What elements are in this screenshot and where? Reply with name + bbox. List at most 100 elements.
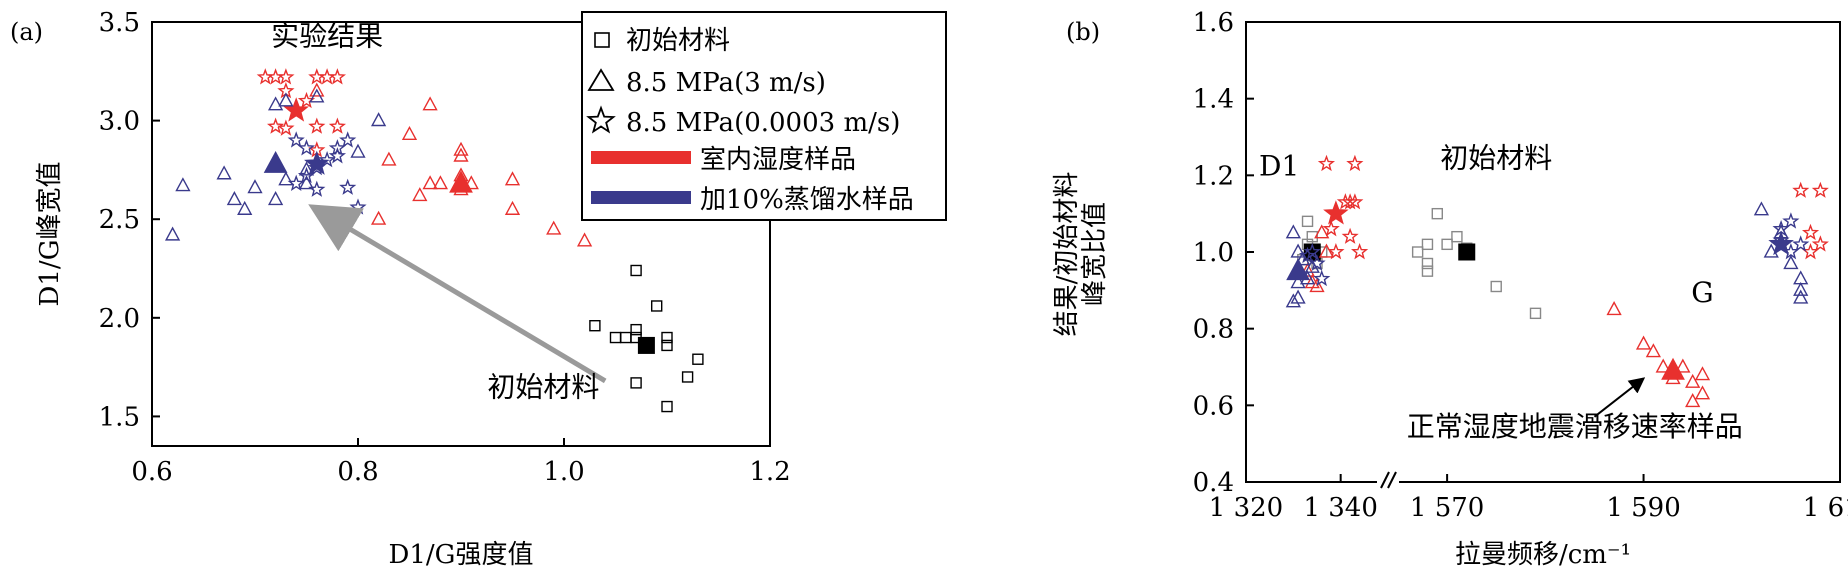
panel-b-data-point xyxy=(1346,154,1364,172)
panel-a-points xyxy=(164,68,704,413)
panel-a-data-point xyxy=(370,210,387,225)
panel-a-data-point xyxy=(247,179,263,194)
panel-b-data-point xyxy=(1301,215,1314,228)
panel-a-data-point xyxy=(630,377,642,389)
panel-b-data-point xyxy=(1792,235,1810,252)
panel-a-ytick-label: 2.5 xyxy=(99,205,140,235)
panel-a-data-point xyxy=(175,177,191,192)
panel-b-data-point xyxy=(1694,385,1711,400)
panel-a-data-point xyxy=(453,147,469,162)
panel-b-mean-point xyxy=(1323,200,1349,225)
legend: 初始材料 8.5 MPa(3 m/s) 8.5 MPa(0.0003 m/s) … xyxy=(581,11,947,221)
panel-b-data-point xyxy=(1309,278,1325,293)
panel-a-data-point xyxy=(237,200,253,215)
panel-a-ytick-label: 1.5 xyxy=(99,402,140,432)
panel-a-data-point xyxy=(412,187,428,202)
panel-b-xtick-label: 1 320 xyxy=(1209,493,1283,523)
panel-b-data-point xyxy=(1792,181,1810,198)
panel-b-data-point xyxy=(1811,235,1829,252)
panel-b-data-point xyxy=(1341,227,1359,244)
axis-break-icon xyxy=(1377,470,1399,490)
panel-a-data-point xyxy=(463,175,479,190)
panel-b-ytick-label: 0.6 xyxy=(1193,391,1234,421)
panel-b-data-point xyxy=(1675,358,1691,373)
panel-b-data-point xyxy=(1304,274,1320,289)
panel-b-mean-point xyxy=(1768,230,1794,256)
panel-b-data-point xyxy=(1350,242,1369,260)
panel-b-data-point xyxy=(1431,207,1443,220)
panel-a-data-point xyxy=(267,191,284,206)
panel-b-label: (b) xyxy=(1066,18,1100,46)
panel-b-data-point xyxy=(1490,280,1502,293)
panel-a-data-point xyxy=(297,166,316,184)
panel-b-data-point xyxy=(1285,224,1301,239)
panel-b-annotation-initial: 初始材料 xyxy=(1440,142,1552,175)
panel-b-data-point xyxy=(1451,230,1463,243)
panel-b-data-point xyxy=(1782,212,1800,229)
panel-b-xlabel: 拉曼频移/cm⁻¹ xyxy=(1455,540,1631,570)
panel-b-data-point xyxy=(1685,373,1701,388)
panel-b-ytick-label: 1.6 xyxy=(1193,8,1234,38)
panel-b-data-point xyxy=(1290,274,1306,289)
panel-a-mean-point xyxy=(304,150,330,175)
legend-blue-bar xyxy=(591,191,691,204)
panel-a-data-point xyxy=(216,165,232,180)
panel-b-data-point xyxy=(1421,257,1434,270)
panel-b-data-point xyxy=(1441,238,1453,251)
panel-a-data-point xyxy=(349,198,367,215)
panel-b-data-point xyxy=(1811,181,1829,198)
panel-a-data-point xyxy=(661,400,673,413)
panel-a-data-point xyxy=(328,68,347,85)
panel-b-data-point xyxy=(1411,246,1424,258)
panel-b-data-point xyxy=(1290,243,1306,258)
legend-square-icon xyxy=(594,32,610,48)
panel-a-data-point xyxy=(298,175,315,190)
legend-red-bar xyxy=(591,151,691,164)
legend-label-slow: 8.5 MPa(0.0003 m/s) xyxy=(626,108,900,138)
panel-b-data-point xyxy=(1346,193,1364,210)
panel-a-mean-point xyxy=(263,150,288,173)
panel-a-data-point xyxy=(277,119,295,136)
panel-b-data-point xyxy=(1635,335,1652,350)
panel-b-data-point xyxy=(1694,366,1711,381)
panel-b-data-point xyxy=(1285,293,1301,308)
panel-a-data-point xyxy=(381,151,397,166)
panel-a-data-point xyxy=(267,96,284,111)
panel-b-data-point xyxy=(1306,230,1318,243)
panel-b-ticks: 1 320 1 340 1 570 1 590 1 610 0.4 0.6 0.8 1.0 1.2… xyxy=(1193,8,1848,523)
panel-a-data-point xyxy=(318,150,336,168)
legend-box xyxy=(581,11,947,221)
panel-a-data-point xyxy=(661,339,673,352)
panel-b-mean-point xyxy=(1661,357,1685,380)
panel-a-data-point xyxy=(308,117,326,134)
panel-a-data-point xyxy=(339,131,357,148)
panel-b-data-point xyxy=(1290,289,1306,304)
panel-a-xlabel: D1/G强度值 xyxy=(389,540,534,570)
panel-b-data-point xyxy=(1313,269,1331,287)
panel-b-ytick-label: 0.4 xyxy=(1193,468,1234,498)
panel-b-data-point xyxy=(1421,265,1434,277)
panel-b-arrow xyxy=(1593,377,1646,418)
panel-b-data-point xyxy=(1801,223,1820,241)
panel-a-data-point xyxy=(589,320,601,332)
panel-a-data-point xyxy=(287,174,305,192)
panel-b-data-point xyxy=(1341,193,1359,210)
panel-a-data-point xyxy=(298,161,315,176)
panel-b-data-point xyxy=(1322,219,1340,237)
panel-b-xtick-label: 1 610 xyxy=(1803,493,1848,523)
legend-label-room: 室内湿度样品 xyxy=(700,145,856,175)
panel-b-data-point xyxy=(1655,358,1671,373)
panel-a-xtick-label: 1.0 xyxy=(543,457,584,487)
panel-a-data-point xyxy=(546,220,562,235)
legend-label-wet: 加10%蒸馏水样品 xyxy=(700,185,914,215)
legend-triangle-icon xyxy=(587,68,615,91)
panel-a-data-point xyxy=(630,323,642,336)
panel-a-data-point xyxy=(692,353,704,365)
panel-b-data-point xyxy=(1298,246,1317,264)
panel-b-xtick-label: 1 570 xyxy=(1410,493,1484,523)
panel-a-data-point xyxy=(453,141,469,156)
panel-a-label: (a) xyxy=(10,18,43,46)
panel-a-mean-point xyxy=(449,170,473,193)
panel-b-ytick-label: 0.8 xyxy=(1193,315,1234,345)
